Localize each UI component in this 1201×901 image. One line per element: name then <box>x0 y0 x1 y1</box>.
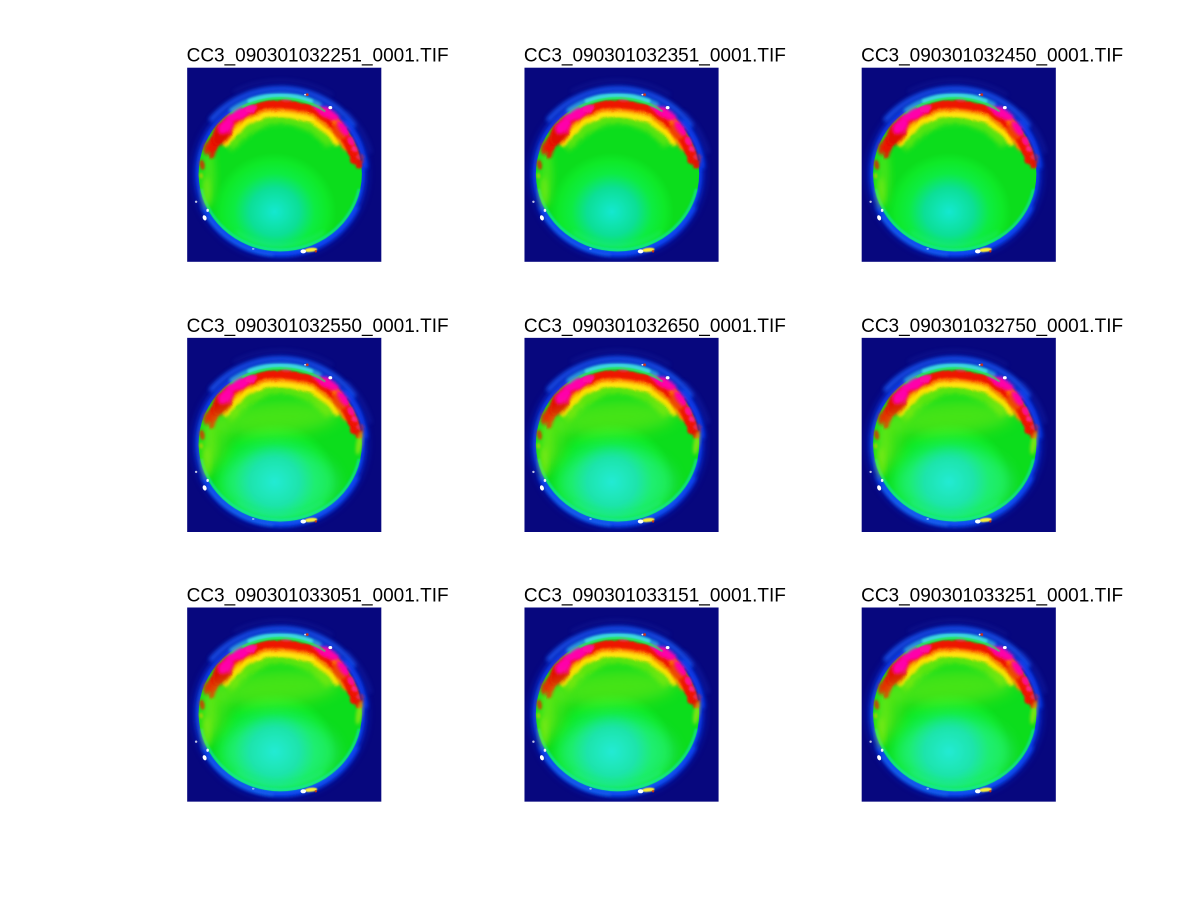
svg-text:CC3_090301033151_0001.TIF: CC3_090301033151_0001.TIF <box>524 586 786 607</box>
svg-text:CC3_090301032450_0001.TIF: CC3_090301032450_0001.TIF <box>861 46 1123 67</box>
svg-text:CC3_090301033251_0001.TIF: CC3_090301033251_0001.TIF <box>861 586 1123 607</box>
svg-text:CC3_090301032650_0001.TIF: CC3_090301032650_0001.TIF <box>524 316 786 337</box>
svg-text:CC3_090301032351_0001.TIF: CC3_090301032351_0001.TIF <box>524 46 786 67</box>
svg-text:CC3_090301032251_0001.TIF: CC3_090301032251_0001.TIF <box>187 46 449 67</box>
svg-text:CC3_090301032550_0001.TIF: CC3_090301032550_0001.TIF <box>187 316 449 337</box>
svg-text:CC3_090301033051_0001.TIF: CC3_090301033051_0001.TIF <box>187 586 449 607</box>
svg-text:CC3_090301032750_0001.TIF: CC3_090301032750_0001.TIF <box>861 316 1123 337</box>
